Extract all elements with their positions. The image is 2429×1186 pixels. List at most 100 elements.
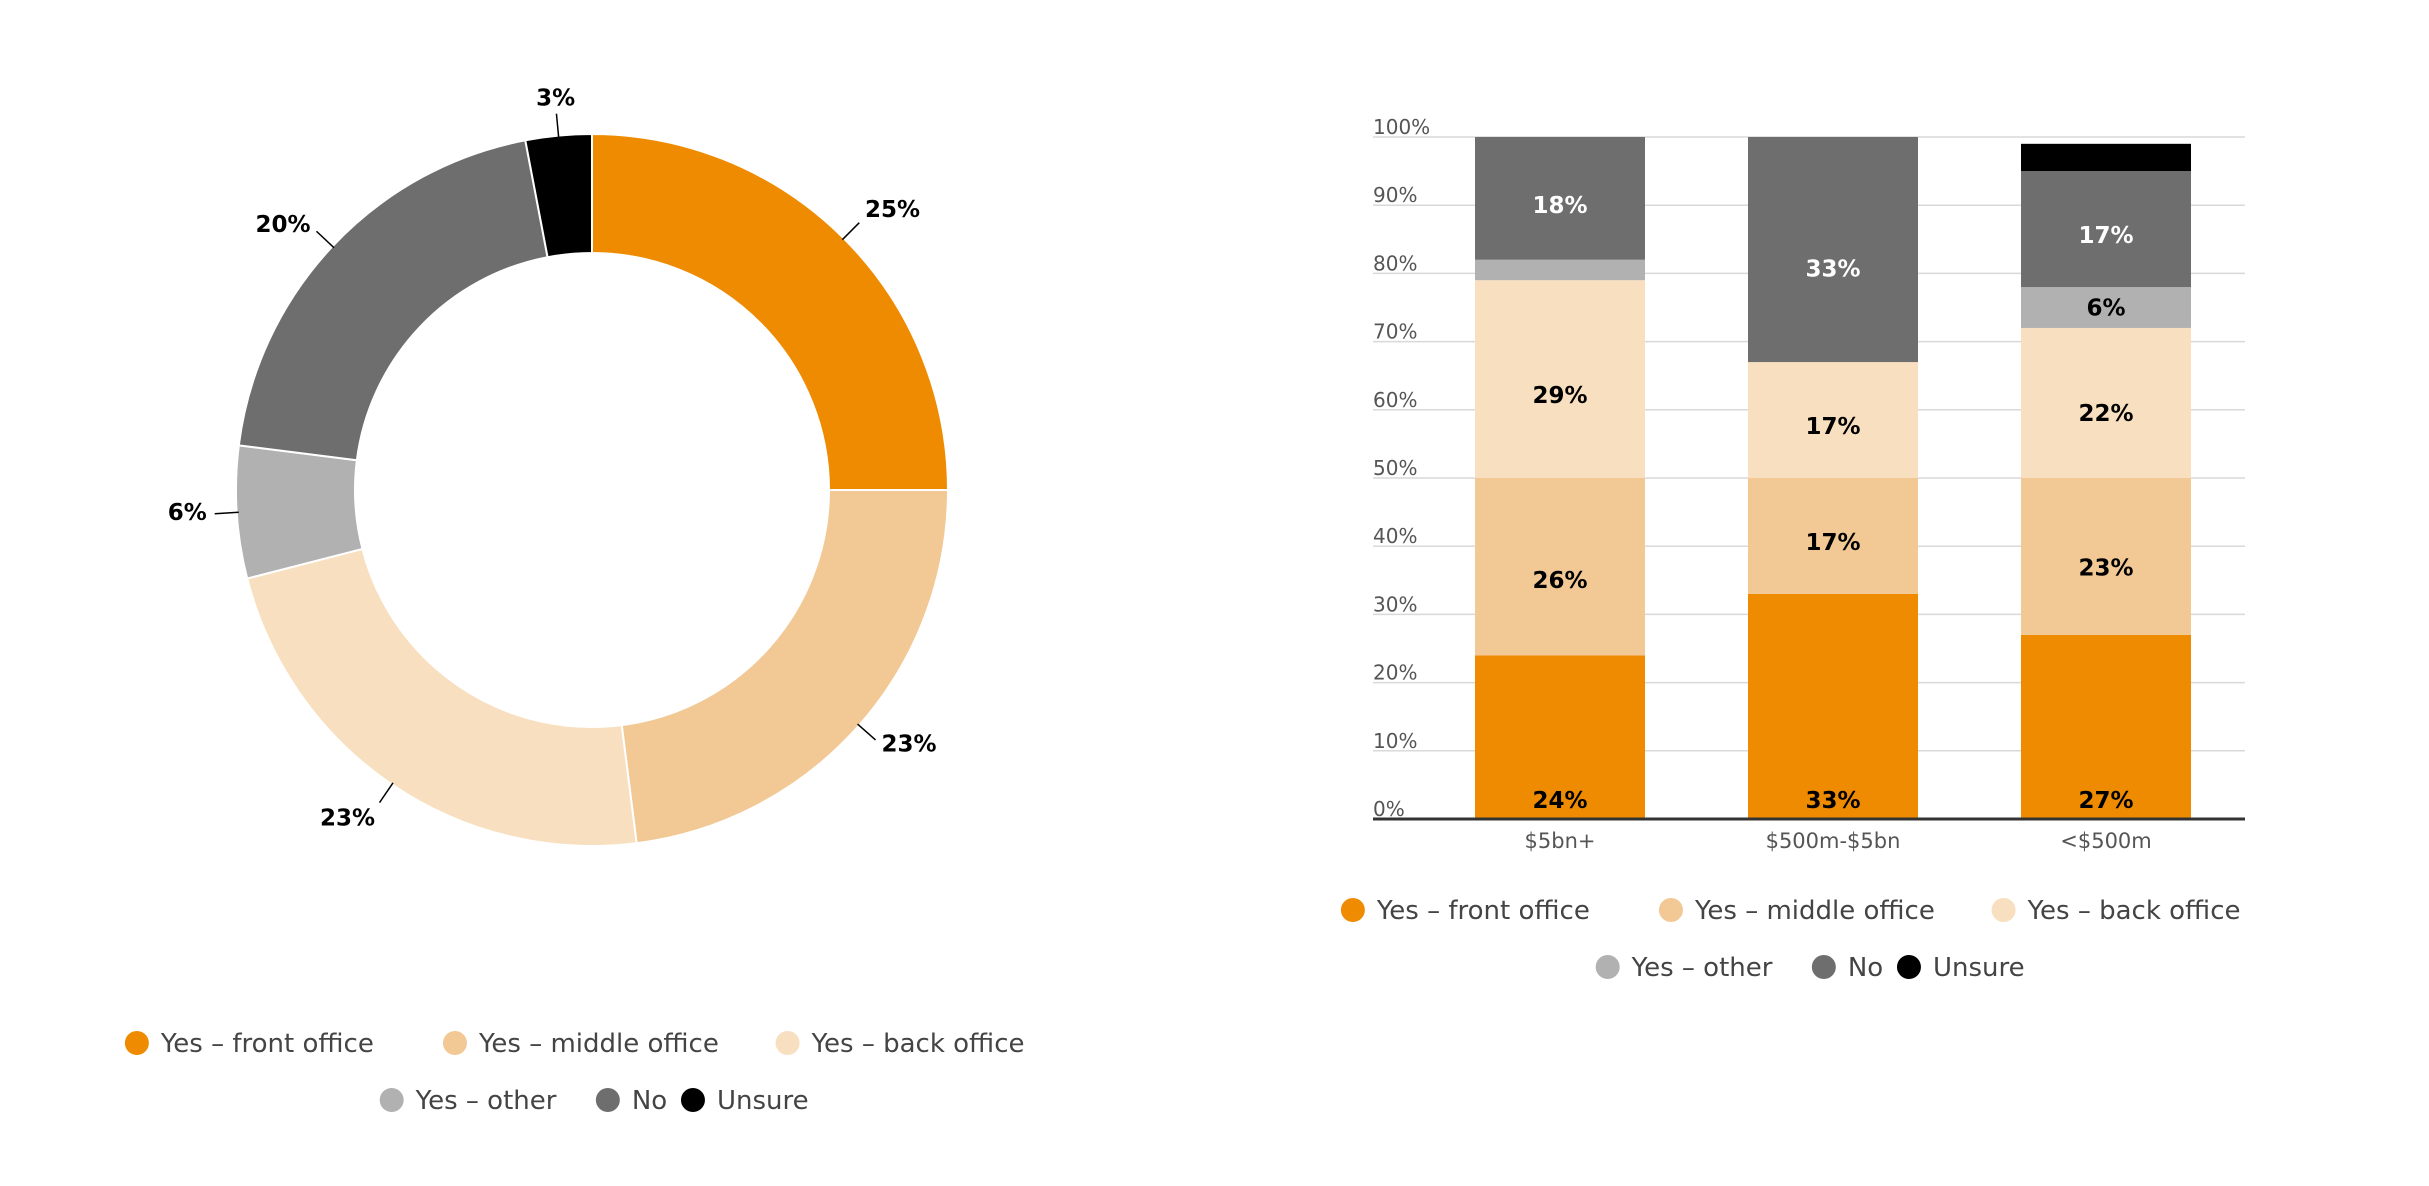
bar-segment-yes-front-office: [2021, 634, 2191, 819]
stacked-bar-chart-legend: Yes – front office Yes – middle office Yes…: [1340, 896, 2241, 983]
legend-item-unsure: Unsure: [680, 1086, 809, 1116]
legend-label: Yes – other: [415, 1086, 557, 1116]
x-category-label: $5bn+: [1525, 829, 1596, 853]
bar-segment-yes-middle-office: [1748, 478, 1918, 594]
donut-slice-yes-front-office: [591, 132, 950, 491]
bar-segment-no: [1748, 137, 1918, 363]
bar-data-label: 29%: [1532, 383, 1587, 409]
donut-slice-yes-back-office: [245, 547, 638, 847]
legend-label: Yes – front office: [160, 1029, 374, 1059]
legend-label: Yes – front office: [1376, 896, 1590, 926]
legend-label: No: [632, 1086, 667, 1116]
y-tick-label: 90%: [1373, 183, 1417, 207]
y-tick-label: 10%: [1373, 729, 1417, 753]
y-tick-label: 50%: [1373, 456, 1417, 480]
donut-chart-legend: Yes – front office Yes – middle office Yes…: [124, 1029, 1025, 1116]
donut-data-label: 6%: [168, 500, 207, 526]
bar-segment-yes-middle-office: [2021, 478, 2191, 635]
stacked-bar-chart: 0% 10% 20% 30% 40% 50% 60% 70% 80% 90% 100% 24% 26% 2…: [1373, 115, 2245, 853]
donut-leader-line: [857, 723, 877, 741]
y-tick-label: 40%: [1373, 524, 1417, 548]
legend-swatch: [775, 1031, 800, 1055]
donut-slice-yes-middle-office: [620, 489, 950, 845]
legend-swatch: [595, 1088, 620, 1112]
bar-segment-yes-front-office: [1748, 593, 1918, 819]
donut-leader-line: [214, 511, 239, 515]
donut-leader-line: [378, 782, 394, 804]
donut-leader-line: [841, 222, 860, 241]
bar-data-label: 23%: [2078, 555, 2133, 581]
legend-item-yes-front-office: Yes – front office: [124, 1029, 374, 1059]
x-category-label: <$500m: [2060, 829, 2152, 853]
donut-data-label: 25%: [865, 197, 920, 223]
legend-swatch: [1896, 955, 1921, 979]
legend-label: Yes – back office: [2027, 896, 2241, 926]
legend-swatch: [1811, 955, 1836, 979]
bar-segment-unsure: [2021, 143, 2191, 172]
legend-swatch: [1991, 898, 2016, 922]
legend-item-yes-back-office: Yes – back office: [775, 1029, 1025, 1059]
x-category-label: $500m-$5bn: [1766, 829, 1901, 853]
donut-chart: 25% 23% 23% 6% 20% 3%: [168, 86, 950, 847]
donut-leader-line: [555, 113, 560, 138]
y-tick-label: 30%: [1373, 592, 1417, 616]
legend-label: No: [1848, 953, 1883, 983]
donut-slice-no: [237, 139, 549, 462]
donut-data-label: 23%: [882, 731, 937, 757]
legend-swatch: [1658, 898, 1683, 922]
bar-segment-yes-back-office: [1748, 362, 1918, 478]
bar-segment-yes-other: [2021, 287, 2191, 328]
donut-data-label: 3%: [536, 86, 575, 112]
donut-data-label: 20%: [256, 212, 311, 238]
legend-label: Yes – middle office: [1694, 896, 1935, 926]
legend-label: Unsure: [1933, 953, 2025, 983]
donut-slice-unsure: [524, 132, 593, 259]
donut-leader-line: [315, 230, 335, 249]
bar-data-label: 22%: [2078, 401, 2133, 427]
bar-segment-yes-other: [1475, 259, 1645, 281]
legend-label: Unsure: [717, 1086, 809, 1116]
y-tick-label: 0%: [1373, 797, 1405, 821]
legend-item-unsure: Unsure: [1896, 953, 2025, 983]
bar-data-label: 26%: [1532, 568, 1587, 594]
legend-item-no: No: [1811, 953, 1883, 983]
legend-swatch: [680, 1088, 705, 1112]
legend-swatch: [1595, 955, 1620, 979]
bar-data-label: 33%: [1805, 257, 1860, 283]
legend-label: Yes – middle office: [478, 1029, 719, 1059]
legend-swatch: [1340, 898, 1365, 922]
legend-item-yes-front-office: Yes – front office: [1340, 896, 1590, 926]
y-tick-label: 20%: [1373, 661, 1417, 685]
legend-item-no: No: [595, 1086, 667, 1116]
legend-item-yes-back-office: Yes – back office: [1991, 896, 2241, 926]
bar-segment-yes-front-office: [1475, 655, 1645, 819]
y-tick-label: 80%: [1373, 251, 1417, 275]
bar-segment-yes-back-office: [1475, 280, 1645, 478]
legend-swatch: [442, 1031, 467, 1055]
legend-item-yes-other: Yes – other: [1595, 953, 1773, 983]
bar-data-label: 6%: [2086, 296, 2125, 322]
bar-data-label: 17%: [2078, 223, 2133, 249]
legend-label: Yes – back office: [811, 1029, 1025, 1059]
bar-segment-yes-back-office: [2021, 327, 2191, 478]
bar-data-label: 33%: [1805, 788, 1860, 814]
bar-segment-no: [2021, 171, 2191, 288]
legend-item-yes-other: Yes – other: [379, 1086, 557, 1116]
bar-data-label: 18%: [1532, 193, 1587, 219]
legend-swatch: [379, 1088, 404, 1112]
donut-data-label: 23%: [320, 805, 375, 831]
legend-item-yes-middle-office: Yes – middle office: [442, 1029, 719, 1059]
bar-data-label: 24%: [1532, 788, 1587, 814]
legend-swatch: [124, 1031, 149, 1055]
legend-label: Yes – other: [1631, 953, 1773, 983]
bar-segment-no: [1475, 137, 1645, 260]
bar-segment-yes-middle-office: [1475, 478, 1645, 656]
y-tick-label: 100%: [1373, 115, 1430, 139]
legend-item-yes-middle-office: Yes – middle office: [1658, 896, 1935, 926]
bar-data-label: 17%: [1805, 530, 1860, 556]
y-tick-label: 60%: [1373, 388, 1417, 412]
bar-data-label: 27%: [2078, 788, 2133, 814]
y-tick-label: 70%: [1373, 320, 1417, 344]
bar-data-label: 17%: [1805, 414, 1860, 440]
